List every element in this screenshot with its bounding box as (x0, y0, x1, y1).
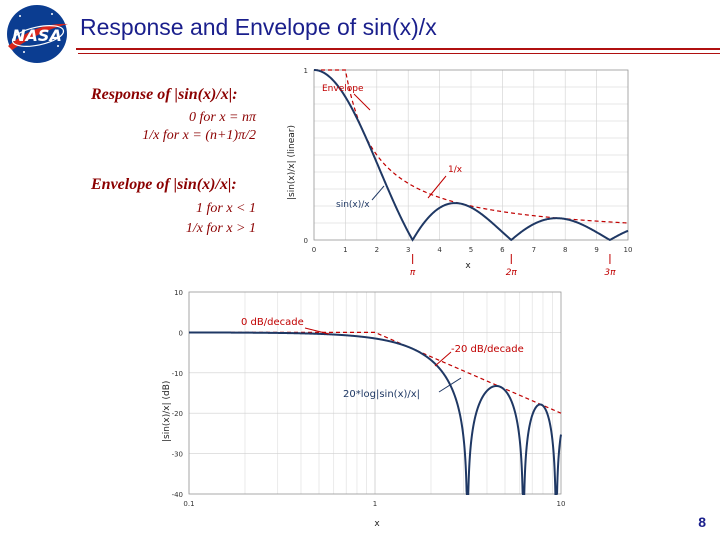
chart2-y-ticks: 10 0 -10 -20 -30 -40 (172, 289, 183, 499)
chart1-pi-label: 3π (604, 268, 616, 275)
chart2-arrow-20db (434, 351, 452, 367)
chart2-annot-sinc: 20*log|sin(x)/x| (343, 389, 420, 400)
chart2-arrow-sinc (438, 377, 462, 393)
chart1-envelope-line (314, 69, 629, 224)
chart1-y-tick-label: 0 (304, 237, 308, 245)
chart1-x-tick-label: 7 (532, 246, 536, 254)
linear-response-chart: 0 1 2 3 4 5 6 7 8 9 10 01 |sin(x)/x| (linear) x En… (287, 67, 633, 275)
slide-title: Response and Envelope of sin(x)/x (80, 14, 437, 40)
chart1-y-ticks: 01 (304, 67, 308, 245)
chart1-annot-envelope: Envelope (322, 84, 364, 94)
chart1-x-tick-label: 3 (406, 246, 410, 254)
chart1-x-tick-label: 10 (624, 246, 633, 254)
chart1-x-tick-label: 2 (375, 246, 379, 254)
chart1-pi-markers: π 2π 3π (410, 254, 616, 275)
chart2-x-tick-label: 10 (557, 500, 566, 508)
chart2-xlabel: x (374, 519, 380, 529)
chart2-grid (188, 291, 562, 495)
chart2-annot-20db: -20 dB/decade (451, 344, 524, 355)
envelope-line-1: 1 for x < 1 (196, 201, 256, 216)
chart1-xlabel: x (465, 261, 471, 271)
chart2-x-ticks: 0.1 1 10 (183, 500, 565, 508)
response-line-1: 0 for x = nπ (188, 110, 256, 125)
title-rule-thin (78, 53, 720, 54)
chart2-ylabel: |sin(x)/x| (dB) (162, 381, 172, 442)
chart2-y-tick-label: -40 (172, 491, 183, 499)
chart1-x-tick-label: 4 (437, 246, 442, 254)
title-rule (76, 48, 720, 50)
envelope-heading: Envelope of |sin(x)/x|: (91, 176, 237, 193)
chart2-y-tick-label: -20 (172, 410, 183, 418)
nasa-logo: NASA (7, 5, 68, 63)
chart1-pi-label: π (410, 268, 416, 275)
chart2-y-tick-label: -10 (172, 370, 183, 378)
chart2-y-tick-label: -30 (172, 451, 183, 459)
chart1-x-ticks: 0 1 2 3 4 5 6 7 8 9 10 (312, 246, 633, 254)
page-number: 8 (698, 514, 706, 530)
chart2-arrow-0db (304, 327, 330, 335)
chart2-plot-frame (188, 291, 562, 495)
chart1-x-tick-label: 0 (312, 246, 316, 254)
chart1-pi-label: 2π (506, 268, 518, 275)
chart2-y-tick-label: 10 (174, 289, 183, 297)
chart2-x-tick-label: 1 (373, 500, 377, 508)
chart1-x-tick-label: 1 (343, 246, 347, 254)
nasa-logo-text: NASA (12, 26, 62, 45)
chart1-x-tick-label: 9 (594, 246, 598, 254)
chart2-sinc-db-line (189, 331, 562, 495)
chart2-annot-0db: 0 dB/decade (241, 317, 304, 328)
chart1-arrow-envelope (353, 93, 371, 111)
response-heading: Response of |sin(x)/x|: (91, 86, 238, 103)
chart1-annot-1x: 1/x (448, 165, 463, 175)
chart1-sinc-line (313, 69, 629, 242)
db-response-chart: 0.1 1 10 10 0 -10 -20 -30 -40 |sin(x)/x| (dB) x… (162, 289, 565, 529)
chart1-x-tick-label: 8 (563, 246, 567, 254)
chart1-y-tick-label: 1 (304, 67, 308, 75)
chart1-arrow-1x (427, 175, 447, 199)
response-line-2: 1/x for x = (n+1)π/2 (142, 128, 256, 143)
chart1-arrow-sinc (371, 185, 385, 201)
chart2-x-tick-label: 0.1 (183, 500, 194, 508)
envelope-line-2: 1/x for x > 1 (185, 221, 256, 236)
chart1-x-tick-label: 6 (500, 246, 505, 254)
chart1-annot-sinc: sin(x)/x (336, 200, 370, 210)
chart1-x-tick-label: 5 (469, 246, 473, 254)
chart2-y-tick-label: 0 (179, 329, 183, 337)
chart2-envelope-line (189, 331, 562, 414)
chart1-ylabel: |sin(x)/x| (linear) (287, 125, 297, 200)
chart1-plot-frame (313, 69, 629, 241)
chart1-grid (313, 69, 629, 241)
